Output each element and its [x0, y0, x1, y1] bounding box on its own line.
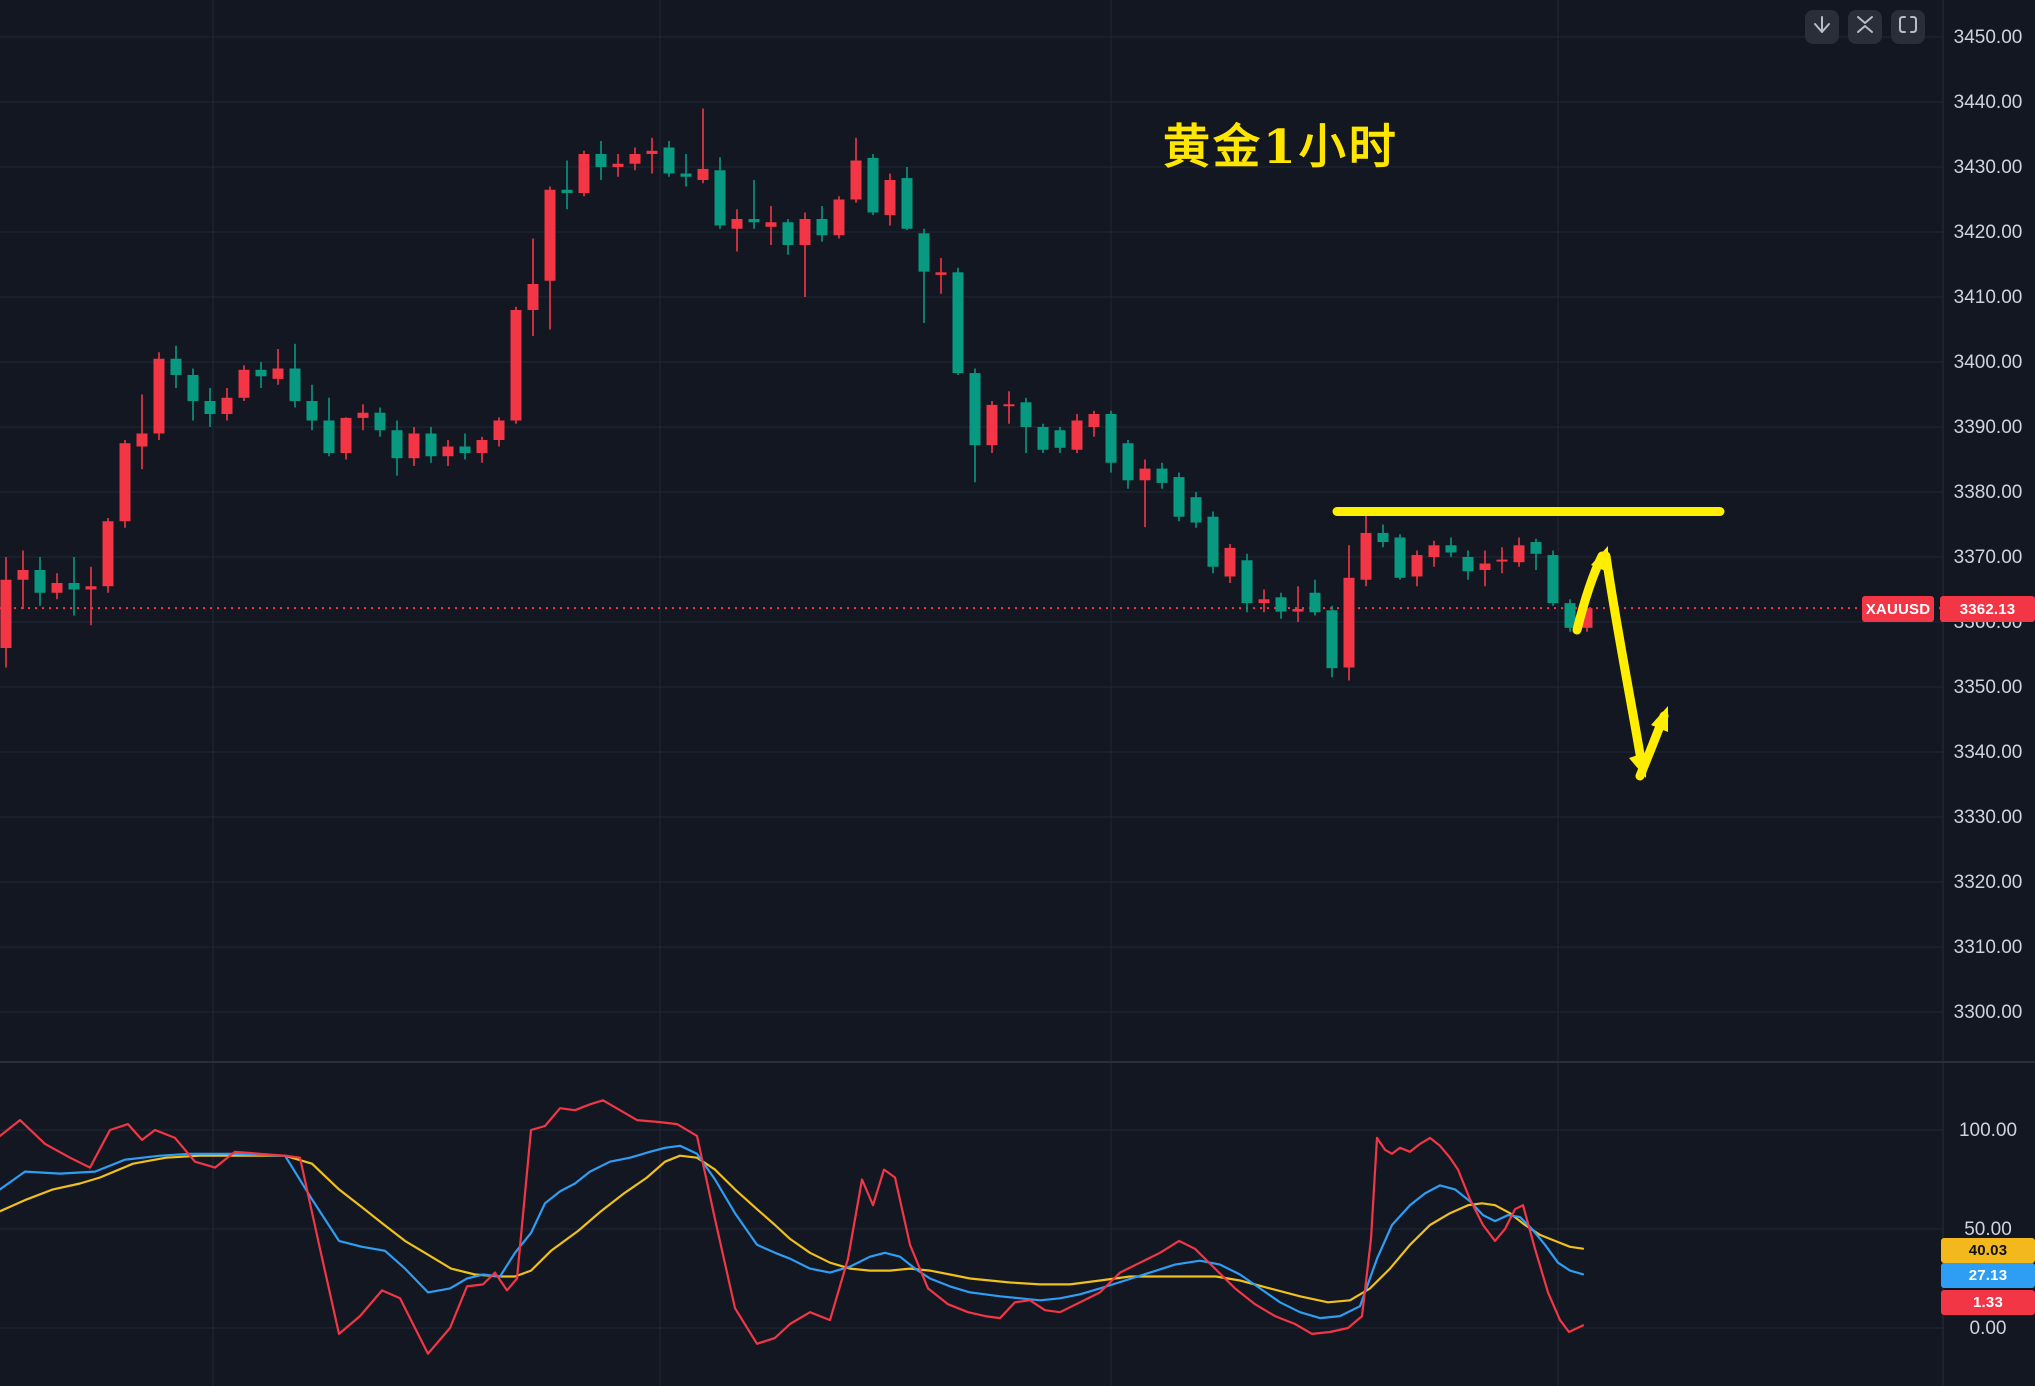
chart-toolbar: [1805, 10, 1925, 44]
price-axis-label: 3330.00: [1954, 807, 2023, 828]
drop-down-arrow: [1601, 551, 1646, 765]
user-drawings: [1332, 507, 1725, 781]
scroll-to-recent-button[interactable]: [1805, 10, 1839, 44]
price-axis-label: 3420.00: [1954, 222, 2023, 243]
grid-lines: [0, 0, 1943, 1386]
fullscreen-corners-icon: [1891, 8, 1925, 47]
kdj-k-value-badge: 27.13: [1941, 1263, 2035, 1288]
kdj-d-value-badge: 40.03: [1941, 1238, 2035, 1263]
collapse-chevrons-icon: [1848, 8, 1882, 47]
chart-title-annotation: 黄金1小时: [1163, 120, 1399, 175]
price-axis[interactable]: 3450.00 3440.00 3430.00 3420.00 3410.00 3400.…: [1954, 27, 2023, 1339]
fullscreen-button[interactable]: [1891, 10, 1925, 44]
indicator-axis-label: 0.00: [1970, 1318, 2007, 1339]
price-axis-label: 3430.00: [1954, 157, 2023, 178]
price-axis-label: 3450.00: [1954, 27, 2023, 48]
kdj-j-line: [0, 1099, 1585, 1355]
price-axis-label: 3340.00: [1954, 742, 2023, 763]
last-price-badge[interactable]: 3362.13: [1940, 596, 2035, 622]
price-axis-label: 3390.00: [1954, 417, 2023, 438]
price-axis-label: 3320.00: [1954, 872, 2023, 893]
price-axis-label: 3350.00: [1954, 677, 2023, 698]
price-axis-label: 3300.00: [1954, 1002, 2023, 1023]
indicator-axis-label: 50.00: [1964, 1219, 2012, 1240]
kdj-d-line: [0, 1154, 1585, 1304]
price-axis-label: 3380.00: [1954, 482, 2023, 503]
price-axis-label: 3400.00: [1954, 352, 2023, 373]
kdj-k-line: [0, 1144, 1585, 1320]
rebound-up-arrowhead: [1651, 706, 1668, 732]
symbol-price-label: XAUUSD: [1862, 596, 1934, 622]
kdj-j-value-badge: 1.33: [1941, 1290, 2035, 1315]
indicator-axis-label: 100.00: [1959, 1120, 2017, 1141]
collapse-pane-button[interactable]: [1848, 10, 1882, 44]
price-axis-label: 3440.00: [1954, 92, 2023, 113]
arrow-down-icon: [1805, 8, 1839, 47]
price-axis-label: 3310.00: [1954, 937, 2023, 958]
kdj-indicator: [0, 1099, 1585, 1355]
price-axis-label: 3410.00: [1954, 287, 2023, 308]
price-axis-label: 3370.00: [1954, 547, 2023, 568]
candlestick-series: [0, 108, 1593, 681]
